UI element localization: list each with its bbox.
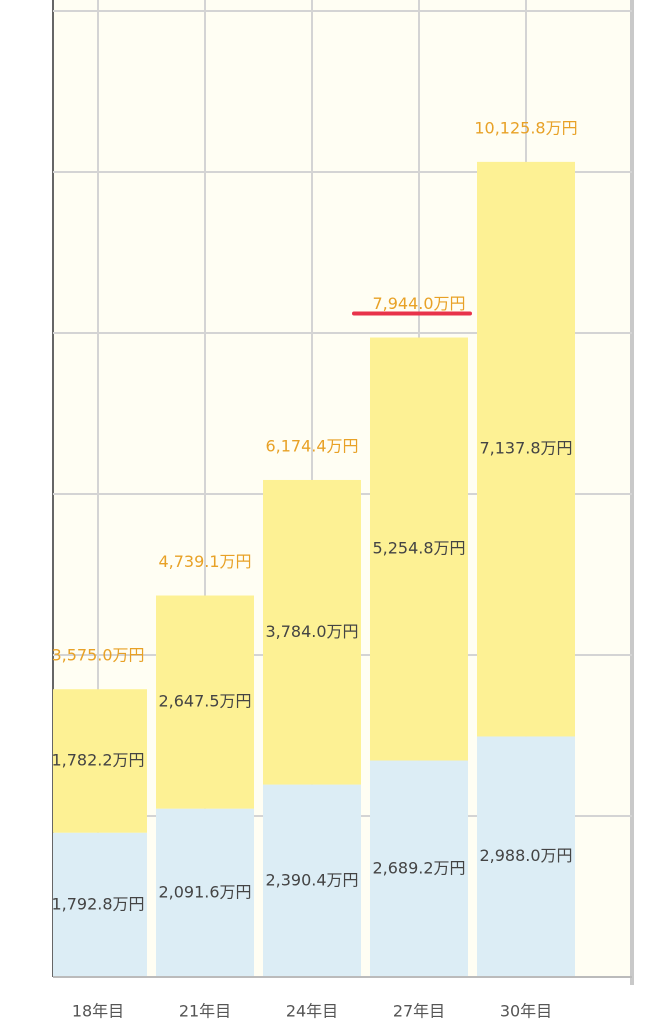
bar-segment: [53, 689, 147, 833]
total-label: 4,739.1万円: [158, 552, 251, 571]
bar-segment: [263, 479, 361, 785]
value-label: 2,988.0万円: [479, 846, 572, 865]
value-label: 1,792.8万円: [51, 894, 144, 913]
bar-segment: [263, 784, 361, 977]
value-label: 3,784.0万円: [265, 622, 358, 641]
total-label: 3,575.0万円: [51, 646, 144, 665]
bar-segment: [370, 760, 468, 977]
labels: 18年目 21年目 24年目 27年目 30年目: [72, 311, 552, 1021]
x-tick-label: 21年目: [179, 1002, 231, 1021]
bar-segment: [156, 595, 254, 809]
total-label: 10,125.8万円: [474, 118, 577, 137]
value-label: 2,091.6万円: [158, 882, 251, 901]
right-border: [630, 0, 634, 985]
value-label: 7,137.8万円: [479, 439, 572, 458]
bar-segment: [53, 832, 147, 977]
bar-segment: [370, 337, 468, 761]
value-label: 2,689.2万円: [372, 858, 465, 877]
x-tick-label: 30年目: [500, 1002, 552, 1021]
value-label: 2,390.4万円: [265, 870, 358, 889]
x-tick-label: 18年目: [72, 1002, 124, 1021]
bars: 1,792.8万円 1,782.2万円 3,575.0万円 2,091.6万円 2,64…: [51, 118, 578, 977]
value-label: 1,782.2万円: [51, 750, 144, 769]
x-tick-label: 24年目: [286, 1002, 338, 1021]
bar-segment: [477, 161, 575, 737]
x-tick-label: 27年目: [393, 1002, 445, 1021]
bar-segment: [156, 808, 254, 977]
bar-segment: [477, 736, 575, 977]
total-label: 6,174.4万円: [265, 436, 358, 455]
value-label: 5,254.8万円: [372, 539, 465, 558]
total-label: 7,944.0万円: [372, 294, 465, 313]
value-label: 2,647.5万円: [158, 692, 251, 711]
